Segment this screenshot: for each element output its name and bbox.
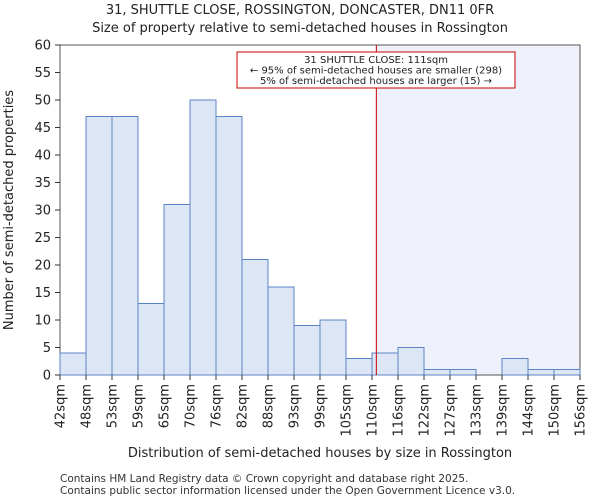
y-tick-label: 25 [34, 231, 51, 246]
y-tick-label: 5 [43, 341, 51, 356]
y-tick-label: 10 [34, 314, 51, 329]
x-tick-label: 99sqm [314, 384, 329, 428]
y-tick-label: 0 [43, 369, 51, 384]
x-tick-label: 70sqm [184, 384, 199, 428]
x-tick-label: 65sqm [158, 384, 173, 428]
footer-line-1: Contains HM Land Registry data © Crown c… [60, 473, 468, 485]
y-tick-label: 20 [34, 259, 51, 274]
y-axis-label: Number of semi-detached properties [2, 90, 17, 330]
histogram-bar [85, 116, 113, 376]
x-tick-label: 116sqm [392, 384, 407, 437]
x-tick-label: 133sqm [470, 384, 485, 437]
x-tick-label: 48sqm [80, 384, 95, 428]
y-tick-label: 55 [34, 66, 51, 81]
y-tick-label: 30 [34, 204, 51, 219]
annotation-smaller: ← 95% of semi-detached houses are smalle… [250, 66, 502, 77]
annotation-title: 31 SHUTTLE CLOSE: 111sqm [304, 55, 448, 66]
x-axis-label: Distribution of semi-detached houses by … [128, 446, 512, 461]
x-tick-label: 82sqm [236, 384, 251, 428]
histogram-bar [241, 259, 269, 376]
y-tick-label: 45 [34, 121, 51, 136]
x-tick-label: 122sqm [418, 384, 433, 437]
x-tick-label: 144sqm [522, 384, 537, 437]
annotation-box [236, 51, 516, 89]
histogram-bar [267, 286, 295, 376]
chart-title: 31, SHUTTLE CLOSE, ROSSINGTON, DONCASTER… [106, 3, 494, 18]
histogram-bar [59, 352, 87, 376]
histogram-bar [319, 319, 347, 376]
histogram-bar [527, 369, 555, 376]
histogram-bar [137, 303, 165, 376]
x-tick-label: 53sqm [106, 384, 121, 428]
x-tick-label: 156sqm [574, 384, 589, 437]
y-tick-label: 40 [34, 149, 51, 164]
histogram-bar [163, 204, 191, 376]
chart-subtitle: Size of property relative to semi-detach… [92, 21, 508, 36]
histogram-bar [423, 369, 451, 376]
x-tick-label: 93sqm [288, 384, 303, 428]
histogram-bar [449, 369, 477, 376]
footer-line-2: Contains public sector information licen… [60, 485, 515, 497]
histogram-bar [293, 325, 321, 376]
x-tick-label: 42sqm [54, 384, 69, 428]
x-tick-label: 110sqm [366, 384, 381, 437]
histogram-bar [215, 116, 243, 376]
histogram-bar [111, 116, 139, 376]
y-tick-label: 35 [34, 176, 51, 191]
x-tick-label: 105sqm [340, 384, 355, 437]
histogram-bar [397, 347, 425, 376]
x-tick-label: 127sqm [444, 384, 459, 437]
x-tick-label: 88sqm [262, 384, 277, 428]
x-tick-label: 59sqm [132, 384, 147, 428]
annotation-larger: 5% of semi-detached houses are larger (1… [260, 76, 492, 87]
y-tick-label: 15 [34, 286, 51, 301]
histogram-bar [189, 99, 217, 376]
highlight-region [376, 45, 580, 375]
histogram-bar [553, 369, 581, 376]
histogram-bar [501, 358, 529, 376]
histogram-bar [345, 358, 373, 376]
y-tick-label: 50 [34, 94, 51, 109]
y-tick-label: 60 [34, 39, 51, 54]
x-tick-label: 139sqm [496, 384, 511, 437]
x-tick-label: 76sqm [210, 384, 225, 428]
x-tick-label: 150sqm [548, 384, 563, 437]
plot-area: 0 5 10 15 20 25 30 35 40 45 50 55 60 42sqm 48sqm 53sqm 5… [34, 39, 588, 437]
